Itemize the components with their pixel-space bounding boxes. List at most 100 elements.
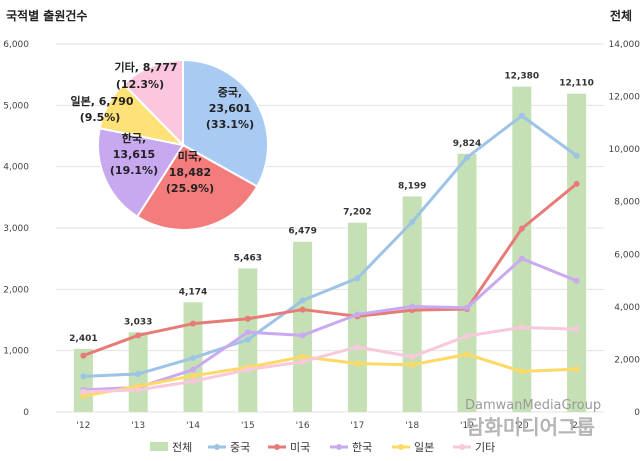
- legend-label: 전체: [172, 441, 192, 454]
- bar-total: [567, 93, 587, 413]
- chart-title: 국적별 출원건수: [6, 8, 87, 23]
- right-tick-label: 6,000: [614, 250, 640, 260]
- x-tick-label: '18: [405, 421, 419, 431]
- bar-total: [457, 153, 477, 412]
- pie-label-pct: (19.1%): [110, 164, 158, 177]
- line-point: [464, 304, 470, 311]
- left-tick-label: 3,000: [3, 224, 29, 234]
- bar-total: [293, 241, 313, 412]
- right-tick-label: 8,000: [614, 198, 640, 208]
- watermark-text-en: DamwanMediaGroup: [465, 398, 601, 413]
- line-point: [573, 152, 580, 159]
- x-tick-label: '20: [515, 421, 529, 431]
- line-point: [135, 370, 142, 377]
- line-point: [518, 225, 525, 232]
- line-point: [80, 373, 87, 380]
- line-point: [409, 303, 416, 310]
- pie-label-pct: (12.3%): [116, 78, 164, 91]
- x-tick-label: '19: [460, 421, 474, 431]
- x-tick-label: '21: [570, 421, 584, 431]
- line-point: [354, 360, 361, 367]
- line-point: [354, 311, 361, 318]
- lines: [80, 112, 580, 400]
- line-point: [573, 366, 580, 373]
- line-point: [190, 378, 196, 385]
- legend-label: 일본: [414, 440, 434, 454]
- left-tick-label: 0: [23, 408, 29, 418]
- legend-marker: [214, 444, 220, 450]
- pie-slice: [135, 143, 259, 231]
- legend-marker: [459, 444, 465, 450]
- line-point: [135, 386, 142, 393]
- line-point: [573, 326, 580, 333]
- line-point: [464, 332, 470, 339]
- pie-slice: [182, 58, 269, 188]
- line-point: [80, 393, 87, 400]
- pie-label-value: 18,482: [169, 166, 211, 179]
- left-tick-label: 6,000: [3, 40, 29, 50]
- legend-swatch: [150, 442, 168, 451]
- line-point: [190, 355, 196, 362]
- line-point: [573, 277, 580, 284]
- left-tick-label: 4,000: [3, 163, 29, 173]
- pie-label-name: 중국,: [218, 86, 242, 99]
- bar-value-label: 7,202: [343, 208, 371, 218]
- x-tick-label: '17: [350, 421, 364, 431]
- line-point: [518, 112, 525, 119]
- line-series: [83, 325, 577, 394]
- pie-slice: [122, 58, 184, 148]
- watermark-text-ko: 담화미디어그룹: [466, 415, 595, 439]
- legend-marker: [398, 444, 404, 450]
- line-point: [573, 180, 580, 187]
- bar-value-label: 9,824: [453, 139, 481, 149]
- x-tick-label: '13: [131, 421, 145, 431]
- line-point: [244, 336, 251, 343]
- left-tick-label: 5,000: [3, 101, 29, 111]
- pie-label-value: 23,601: [209, 102, 251, 115]
- pie-label-name-value: 일본, 6,790: [70, 94, 133, 108]
- left-tick-label: 1,000: [3, 347, 29, 357]
- right-tick-label: 14,000: [609, 40, 641, 50]
- legend: 전체 중국 미국 한국 일본 기타: [150, 440, 495, 454]
- right-tick-label: 2,000: [614, 355, 640, 365]
- line-point: [299, 353, 306, 360]
- bar-value-label: 2,401: [69, 334, 97, 344]
- line-point: [190, 320, 196, 327]
- line-series: [83, 352, 577, 398]
- line-point: [244, 366, 251, 373]
- x-tick-label: '16: [296, 421, 310, 431]
- line-point: [409, 361, 416, 368]
- bar-value-label: 8,199: [398, 181, 426, 191]
- pie-label-pct: (25.9%): [166, 182, 214, 195]
- pie-slice: [97, 127, 185, 219]
- legend-marker: [336, 444, 342, 450]
- legend-label: 기타: [475, 441, 495, 454]
- line-point: [464, 351, 470, 358]
- line-point: [135, 332, 142, 339]
- x-tick-label: '14: [186, 421, 200, 431]
- pie-label-name-value: 기타, 8,777: [114, 60, 177, 74]
- right-tick-label: 10,000: [609, 145, 641, 155]
- line-point: [299, 297, 306, 304]
- line-point: [190, 366, 196, 373]
- line-point: [409, 353, 416, 360]
- line-point: [80, 388, 87, 395]
- x-tick-label: '15: [241, 421, 255, 431]
- bar-value-label: 4,174: [179, 287, 207, 297]
- line-series: [82, 182, 578, 357]
- right-tick-label: 4,000: [614, 303, 640, 313]
- line-point: [244, 329, 251, 336]
- axes: 0 1,000 2,000 3,000 4,000 5,000 6,000 0 2,000 4,0…: [3, 40, 640, 431]
- line-point: [190, 372, 196, 379]
- pie-label-value: 13,615: [113, 148, 155, 161]
- line-point: [518, 255, 525, 262]
- bar-value-label: 3,033: [124, 317, 152, 327]
- line-point: [409, 218, 416, 225]
- legend-label: 한국: [352, 441, 372, 454]
- line-series: [83, 114, 578, 378]
- right-tick-label: 12,000: [609, 93, 641, 103]
- left-tick-label: 2,000: [3, 285, 29, 295]
- pie-chart: 중국, 23,601 (33.1%) 미국, 18,482 (25.9%) 한국, 13,61…: [70, 58, 269, 231]
- line-series: [83, 257, 578, 392]
